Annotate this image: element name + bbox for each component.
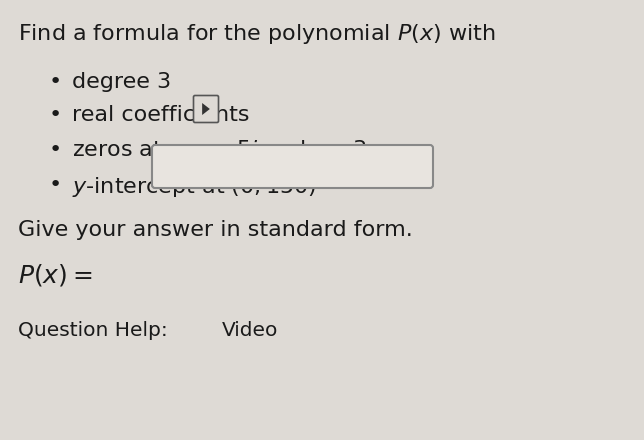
- Text: Video: Video: [222, 320, 278, 340]
- Text: degree 3: degree 3: [72, 72, 171, 92]
- Text: $y$-intercept at $(0, 150)$: $y$-intercept at $(0, 150)$: [72, 175, 316, 199]
- FancyBboxPatch shape: [193, 95, 218, 122]
- Text: Give your answer in standard form.: Give your answer in standard form.: [18, 220, 413, 240]
- Text: zeros at $x = -5i$ and $x = 3$: zeros at $x = -5i$ and $x = 3$: [72, 140, 367, 160]
- Text: •: •: [48, 175, 62, 195]
- Text: Question Help:: Question Help:: [18, 320, 167, 340]
- Text: real coefficients: real coefficients: [72, 105, 249, 125]
- Text: •: •: [48, 140, 62, 160]
- FancyBboxPatch shape: [152, 145, 433, 188]
- Text: Find a formula for the polynomial $P(x)$ with: Find a formula for the polynomial $P(x)$…: [18, 22, 495, 46]
- Text: $P(x) =$: $P(x) =$: [18, 262, 93, 288]
- Text: •: •: [48, 72, 62, 92]
- Text: •: •: [48, 105, 62, 125]
- Polygon shape: [202, 103, 210, 115]
